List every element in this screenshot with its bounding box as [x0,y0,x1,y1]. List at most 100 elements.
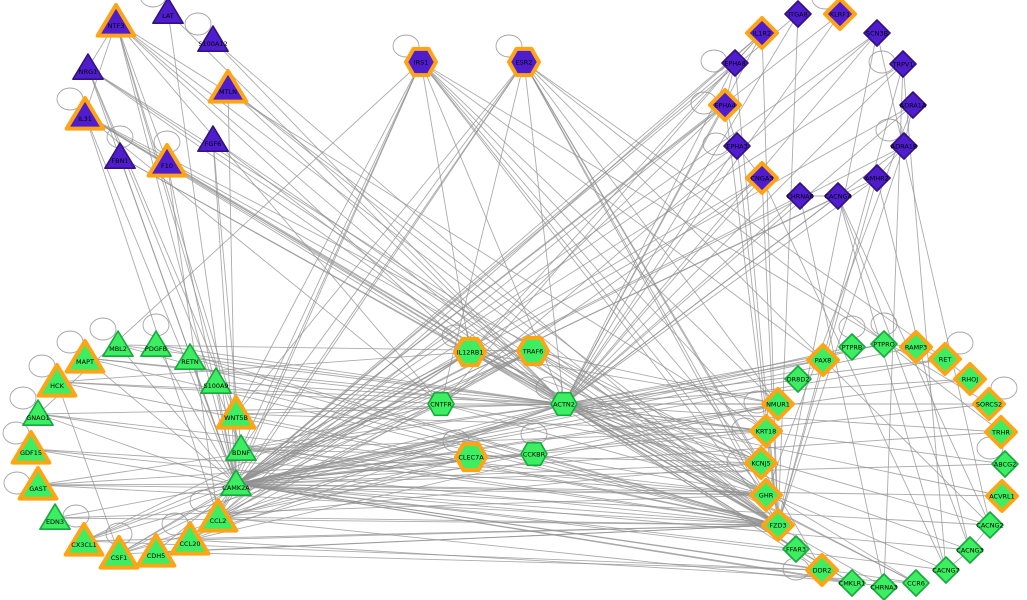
node-or8d2[interactable]: OR8D2 [784,365,812,393]
node-ffar3[interactable]: FFAR3 [782,535,810,563]
node-fbn1[interactable]: FBN1 [104,142,136,169]
edge-CACNG4-CACNG3[interactable] [837,195,971,551]
edge-HCK-CSF1[interactable] [56,381,120,555]
edge-EPHA4-ACTN2[interactable] [563,104,726,405]
node-mapt[interactable]: MAPT [64,339,106,374]
node-pdgfb[interactable]: PDGFB [140,330,172,357]
edge-NTF3-ACTN2[interactable] [115,21,565,405]
node-rhoj[interactable]: RHOJ [953,362,987,396]
edge-MAPT-KRT18[interactable] [84,357,767,432]
edge-ESR2-NMUR1[interactable] [523,61,779,405]
node-ccr6[interactable]: CCR6 [902,569,930,597]
edge-ACTN2-RET[interactable] [563,358,946,405]
edge-CAMK2A-ACVRL1[interactable] [235,483,1003,497]
node-scn3b[interactable]: SCN3B [863,19,891,47]
edge-EPHA3-ACTN2[interactable] [563,145,738,405]
node-esr2[interactable]: ESR2 [507,46,541,78]
edge-EDN3-FZD3[interactable] [54,517,779,526]
edge-NTF3-F10[interactable] [115,21,168,163]
edge-IL1R2-IL12RB1[interactable] [469,32,763,353]
edge-SCN3B-ACTN2[interactable] [563,32,878,405]
edge-IL1R2-FZD3[interactable] [761,32,779,526]
edge-IRS1-NMUR1[interactable] [420,61,779,405]
edge-BDNF-KRT18[interactable] [240,430,767,450]
edge-FGF6-ACTN2[interactable] [212,139,565,405]
edge-IRS1-GNAO1[interactable] [37,61,422,415]
edge-MTLN-FZD3[interactable] [227,87,779,526]
edge-CHRNA6-CHRNA3[interactable] [799,195,885,588]
edge-CAMK2A-KRT18[interactable] [235,430,767,485]
edge-ACTN2-RETN[interactable] [189,357,565,405]
self-loop-IL12RB1[interactable] [441,324,469,348]
edge-MBL2-CAMK2A[interactable] [117,344,237,485]
edge-TRAF6-CSF1[interactable] [118,350,534,555]
edge-CDH5-DDR2[interactable] [155,551,823,571]
self-loop-S100A12[interactable] [184,12,212,36]
edge-GNAO1-CAMK2A[interactable] [37,413,237,485]
edge-IRS1-IL12RB1[interactable] [420,61,471,353]
node-cnga3[interactable]: CNGA3 [745,161,779,195]
node-amhr2[interactable]: AMHR2 [863,164,891,192]
edge-MAPT-CAMK2A[interactable] [84,357,237,485]
edge-IL31-KCNJ5[interactable] [84,114,762,464]
self-loop-CLEC7A[interactable] [442,429,470,453]
edge-ADRA1B-FZD3[interactable] [777,145,905,526]
edge-CCL2-NMUR1[interactable] [217,403,779,518]
edge-GDF15-FZD3[interactable] [30,448,779,526]
edge-BDNF-FZD3[interactable] [240,448,779,526]
node-clec7a[interactable]: CLEC7A [454,441,488,473]
node-cacng3[interactable]: CACNG3 [956,536,984,564]
node-klrf1[interactable]: KLRF1 [823,0,857,31]
edge-S100A9-FZD3[interactable] [215,381,779,526]
edge-CNGA3-ACTN2[interactable] [563,177,763,405]
edge-EPHA3-CAMK2A[interactable] [235,145,738,485]
edge-GNAO1-GHR[interactable] [37,413,767,496]
edge-WNT5B-FZD3[interactable] [235,413,779,526]
node-cckbr[interactable]: CCKBR [520,441,548,467]
edge-GDF15-CAMK2A[interactable] [30,448,237,485]
node-cx3cl1[interactable]: CX3CL1 [63,522,105,557]
edge-FBN1-CAMK2A[interactable] [119,156,237,485]
edge-CNTFR-BDNF[interactable] [240,403,442,450]
self-loop-RET[interactable] [946,331,974,355]
edge-IRS1-GHR[interactable] [420,61,767,496]
edge-TRPV1-FZD3[interactable] [777,63,904,526]
edge-IRS1-CCL2[interactable] [217,61,422,518]
edge-ACTN2-WNT5B[interactable] [235,403,565,415]
edge-CACNG4-ACTN2[interactable] [563,195,839,405]
edge-ACTN2-RHOJ[interactable] [563,378,971,405]
edge-IL31-CNTFR[interactable] [84,114,442,405]
edge-BDNF-GHR[interactable] [240,448,767,496]
edge-BDNF-KCNJ5[interactable] [240,448,762,464]
edge-ESR2-RET[interactable] [523,61,946,360]
edge-CAMK2A-CACNG2[interactable] [235,483,991,526]
self-loop-MBL2[interactable] [89,317,117,341]
node-edn3[interactable]: EDN3 [39,503,71,530]
node-adra1a[interactable]: ADRA1A [899,91,927,119]
node-traf6[interactable]: TRAF6 [516,335,550,367]
edge-ACTN2-MAPT[interactable] [84,357,565,405]
edge-CNGA3-CACNG7[interactable] [761,177,947,571]
edge-NTF3-CAMK2A[interactable] [115,21,237,485]
edge-CAMK2A-RHOJ[interactable] [235,378,971,485]
edge-LAT-CAMK2A[interactable] [167,11,237,485]
edge-CCL2-CMKLR1[interactable] [217,516,853,584]
node-cntfr[interactable]: CNTFR [427,391,455,417]
edge-CAMK2A-CACNG3[interactable] [235,483,971,551]
node-gdf15[interactable]: GDF15 [10,430,52,465]
edge-ITGA8-FZD3[interactable] [777,13,799,526]
edge-PDGFB-CAMK2A[interactable] [155,344,237,485]
edge-CAMK2A-ABCG2[interactable] [235,463,1006,485]
node-f10[interactable]: F10 [146,143,188,178]
edge-GNAO1-FZD3[interactable] [37,413,779,526]
edge-TRAF6-CX3CL1[interactable] [83,350,534,542]
edge-NTF3-CNTFR[interactable] [115,21,442,405]
edge-TRPV1-CAMK2A[interactable] [235,63,904,485]
edge-IRS1-WNT5B[interactable] [235,61,422,415]
edge-ESR2-TRHR[interactable] [523,61,1002,433]
edge-ADRA1A-GHR[interactable] [765,104,914,496]
edge-ADRA1A-ACTN2[interactable] [563,104,914,405]
edge-EPHA8-ACTN2[interactable] [563,62,736,405]
edge-ACTN2-S100A9[interactable] [215,381,565,405]
self-loop-ACTN2[interactable] [535,376,563,400]
